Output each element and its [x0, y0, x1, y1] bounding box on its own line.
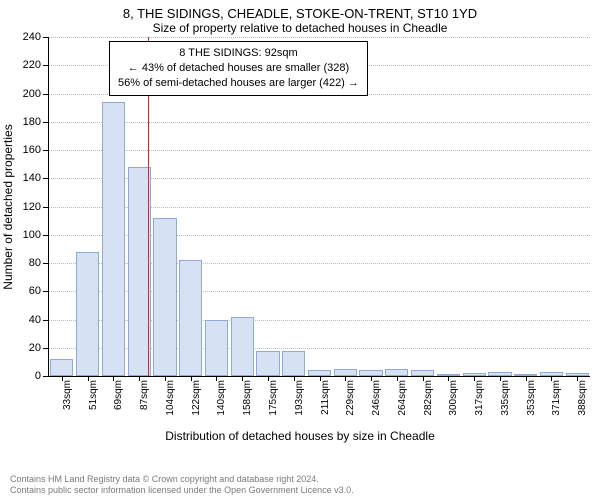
x-tick-label: 335sqm [500, 380, 511, 416]
chart-subtitle: Size of property relative to detached ho… [0, 21, 600, 37]
bar [334, 369, 357, 376]
bar [153, 218, 176, 376]
annotation-line1: 8 THE SIDINGS: 92sqm [118, 46, 359, 61]
bar-slot: 264sqm [384, 37, 410, 376]
x-tick-label: 211sqm [320, 380, 331, 415]
x-tick-label: 158sqm [242, 380, 253, 416]
bar-slot: 282sqm [410, 37, 436, 376]
y-tick-label: 240 [23, 31, 41, 43]
chart-area: Number of detached properties 33sqm51sqm… [48, 37, 590, 377]
y-tick [43, 207, 49, 208]
annotation-line2: ← 43% of detached houses are smaller (32… [118, 61, 359, 76]
x-tick-label: 140sqm [216, 380, 227, 416]
bar [282, 351, 305, 376]
y-tick-label: 120 [23, 201, 41, 213]
bar-slot: 335sqm [487, 37, 513, 376]
bar-slot: 300sqm [435, 37, 461, 376]
annotation-line3: 56% of semi-detached houses are larger (… [118, 76, 359, 91]
bar [179, 260, 202, 376]
footnote: Contains HM Land Registry data © Crown c… [10, 474, 354, 497]
x-tick-label: 87sqm [139, 380, 150, 410]
x-tick-label: 282sqm [423, 380, 434, 416]
y-tick [43, 122, 49, 123]
bar-slot: 317sqm [461, 37, 487, 376]
x-tick-label: 264sqm [397, 380, 408, 416]
bar [385, 369, 408, 376]
y-tick-label: 80 [29, 257, 41, 269]
bar-slot: 388sqm [564, 37, 590, 376]
y-tick [43, 94, 49, 95]
y-tick-label: 20 [29, 342, 41, 354]
x-tick-label: 300sqm [448, 380, 459, 416]
bar [256, 351, 279, 376]
x-axis-label: Distribution of detached houses by size … [0, 429, 600, 443]
y-tick-label: 100 [23, 229, 41, 241]
bar [205, 320, 228, 377]
bar [102, 102, 125, 376]
x-tick-label: 175sqm [268, 380, 279, 416]
footnote-line2: Contains public sector information licen… [10, 485, 354, 496]
x-tick-label: 51sqm [88, 380, 99, 410]
y-tick-label: 200 [23, 88, 41, 100]
x-tick-label: 317sqm [474, 380, 485, 416]
chart-title: 8, THE SIDINGS, CHEADLE, STOKE-ON-TRENT,… [0, 0, 600, 21]
y-tick-label: 0 [35, 370, 41, 382]
y-tick-label: 160 [23, 144, 41, 156]
bar [231, 317, 254, 376]
x-tick-label: 229sqm [345, 380, 356, 416]
y-tick [43, 178, 49, 179]
x-tick-label: 122sqm [191, 380, 202, 416]
bar [50, 359, 73, 376]
y-tick [43, 348, 49, 349]
footnote-line1: Contains HM Land Registry data © Crown c… [10, 474, 354, 485]
y-axis-label: Number of detached properties [1, 124, 15, 289]
y-tick-label: 220 [23, 59, 41, 71]
y-tick [43, 37, 49, 38]
y-tick [43, 65, 49, 66]
y-tick-label: 60 [29, 285, 41, 297]
plot-region: 33sqm51sqm69sqm87sqm104sqm122sqm140sqm15… [48, 37, 590, 377]
y-tick [43, 291, 49, 292]
x-tick-label: 104sqm [165, 380, 176, 416]
x-tick-label: 353sqm [526, 380, 537, 416]
bar-slot: 371sqm [539, 37, 565, 376]
bar-slot: 353sqm [513, 37, 539, 376]
x-tick-label: 371sqm [551, 380, 562, 416]
y-tick-label: 40 [29, 314, 41, 326]
x-tick-label: 69sqm [113, 380, 124, 410]
y-tick [43, 235, 49, 236]
annotation-box: 8 THE SIDINGS: 92sqm ← 43% of detached h… [109, 41, 368, 96]
y-tick-label: 180 [23, 116, 41, 128]
x-tick-label: 193sqm [294, 380, 305, 416]
x-tick-label: 388sqm [577, 380, 588, 416]
bar-slot: 51sqm [75, 37, 101, 376]
x-tick-label: 33sqm [62, 380, 73, 410]
bar-slot: 33sqm [49, 37, 75, 376]
y-tick [43, 150, 49, 151]
y-tick-label: 140 [23, 172, 41, 184]
y-tick [43, 376, 49, 377]
y-tick [43, 320, 49, 321]
bar [76, 252, 99, 376]
y-tick [43, 263, 49, 264]
x-tick-label: 246sqm [371, 380, 382, 416]
